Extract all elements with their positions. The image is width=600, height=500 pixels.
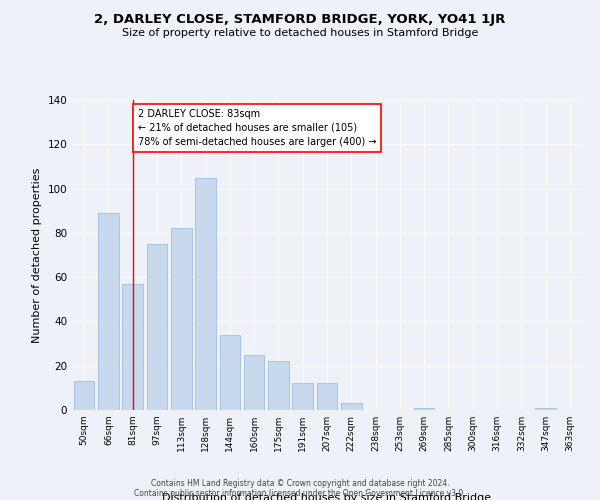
Bar [535, 408, 556, 410]
Bar [268, 362, 289, 410]
Bar [317, 384, 337, 410]
Text: Contains public sector information licensed under the Open Government Licence v3: Contains public sector information licen… [134, 488, 466, 498]
Y-axis label: Number of detached properties: Number of detached properties [32, 168, 42, 342]
Bar [98, 213, 119, 410]
Text: 2 DARLEY CLOSE: 83sqm
← 21% of detached houses are smaller (105)
78% of semi-det: 2 DARLEY CLOSE: 83sqm ← 21% of detached … [137, 109, 376, 147]
Bar [292, 384, 313, 410]
Bar [414, 408, 434, 410]
Text: 2, DARLEY CLOSE, STAMFORD BRIDGE, YORK, YO41 1JR: 2, DARLEY CLOSE, STAMFORD BRIDGE, YORK, … [94, 12, 506, 26]
Bar [244, 354, 265, 410]
Text: Contains HM Land Registry data © Crown copyright and database right 2024.: Contains HM Land Registry data © Crown c… [151, 478, 449, 488]
Bar [146, 244, 167, 410]
Bar [341, 404, 362, 410]
Bar [220, 334, 240, 410]
Bar [171, 228, 191, 410]
Bar [74, 381, 94, 410]
X-axis label: Distribution of detached houses by size in Stamford Bridge: Distribution of detached houses by size … [163, 493, 491, 500]
Bar [195, 178, 216, 410]
Bar [122, 284, 143, 410]
Text: Size of property relative to detached houses in Stamford Bridge: Size of property relative to detached ho… [122, 28, 478, 38]
